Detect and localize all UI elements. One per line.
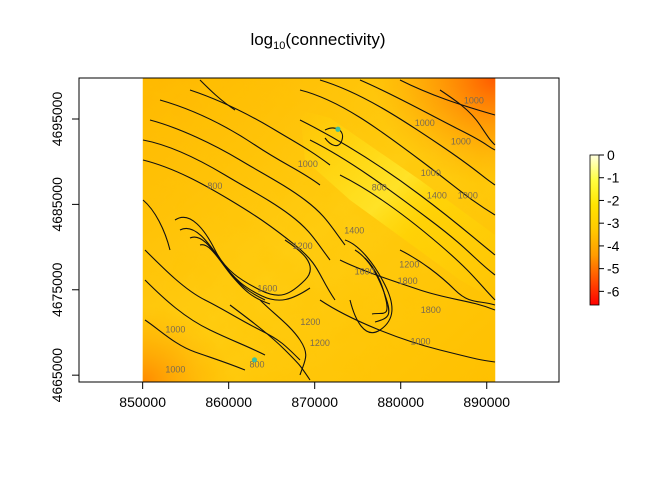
contour-label: 800 [250,359,265,369]
colorbar-scale [589,154,600,306]
site-points [251,126,341,363]
contour-label: 1400 [344,225,364,235]
colorbar-tick-label: -3 [607,215,620,231]
y-tick-label: 4695000 [49,92,65,147]
site-point [335,126,341,132]
contour-label: 1000 [421,168,441,178]
x-tick-label: 860000 [205,394,252,410]
y-tick-label: 4685000 [49,177,65,232]
contour-label: 1000 [298,159,318,169]
colorbar-tick-label: -1 [607,170,620,186]
contour-label: 1000 [415,118,435,128]
x-tick-label: 890000 [463,394,510,410]
connectivity-raster: 1000 1000 1000 1000 1000 800 800 1400 1400 1200 12… [142,78,496,382]
colorbar-tick-label: -2 [607,192,620,208]
x-tick-label: 880000 [377,394,424,410]
contour-label: 1000 [410,336,430,346]
x-tick-label: 870000 [291,394,338,410]
contour-label: 1000 [165,365,185,375]
contour-label: 1600 [355,266,375,276]
contour-label: 1000 [165,324,185,334]
contour-label: 1000 [464,96,484,106]
colorbar-tick-label: -4 [607,238,620,254]
colorbar-tick-label: -5 [607,261,620,277]
contour-label: 1400 [427,190,447,200]
colorbar-tick-label: 0 [607,147,615,163]
contour-label: 1000 [451,137,471,147]
x-tick-label: 850000 [119,394,166,410]
contour-labels: 1000 1000 1000 1000 1000 800 800 1400 1400 1200 12… [165,96,484,375]
colorbar-tick-label: -6 [607,283,620,299]
site-point [251,357,258,363]
contour-label: 1800 [421,305,441,315]
contour-label: 1600 [257,283,277,293]
x-axis: 850000 860000 870000 880000 890000 [119,381,510,410]
raster-high-zone [300,110,495,300]
y-tick-label: 4675000 [49,262,65,317]
chart-title-rest: (connectivity) [285,30,385,49]
y-tick-label: 4665000 [49,348,65,403]
contour-label: 1000 [458,190,478,200]
contour-label: 1200 [310,338,330,348]
contour-label: 1200 [399,260,419,270]
contour-label: 800 [372,183,387,193]
contour-label: 800 [207,181,222,191]
chart-title-subscript: 10 [273,40,285,52]
contour-label: 1200 [300,317,320,327]
contour-label: 1800 [398,276,418,286]
contour-label: 1200 [293,241,313,251]
chart-title: log10(connectivity) [250,30,385,52]
colorbar: 0 -1 -2 -3 -4 -5 -6 [589,147,620,306]
chart-title-base: log [250,30,273,49]
elevation-contours [142,79,496,381]
y-axis: 4665000 4675000 4685000 4695000 [49,92,80,403]
